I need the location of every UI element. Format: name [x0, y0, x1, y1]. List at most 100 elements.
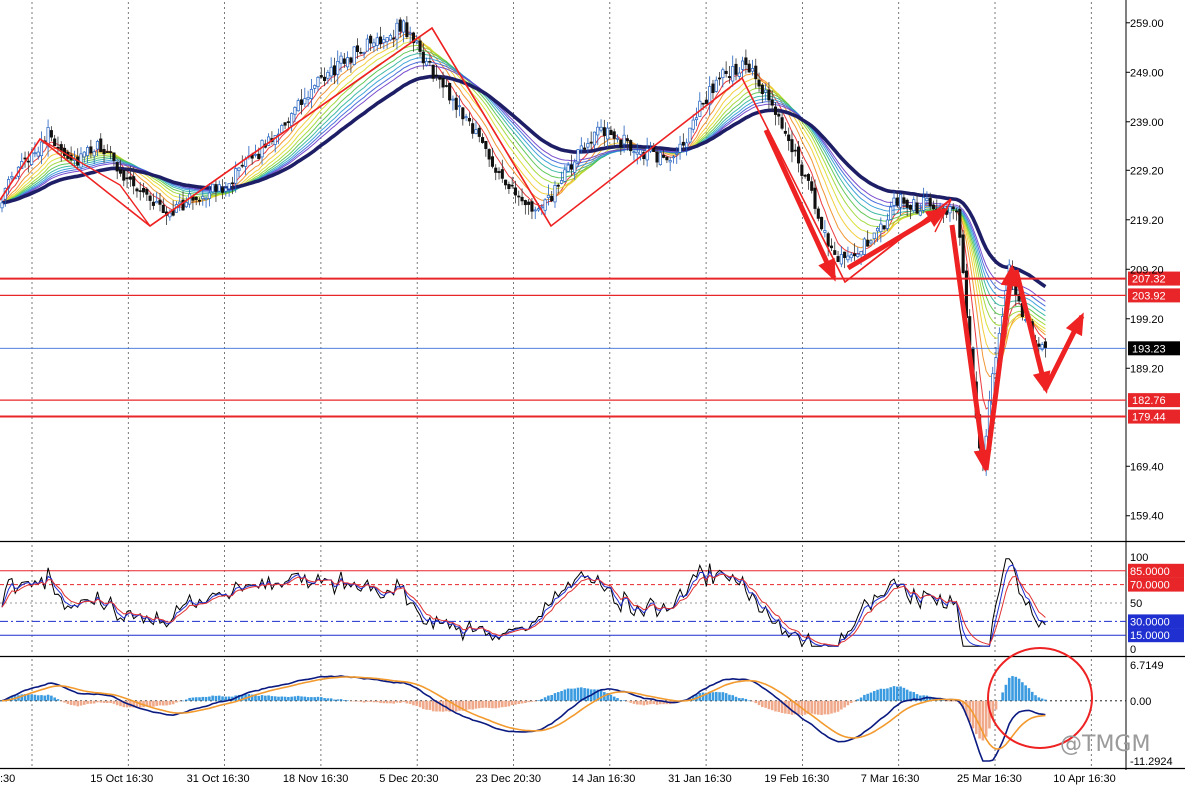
candle-body[interactable] [431, 64, 435, 79]
candle-body[interactable] [734, 63, 738, 75]
candle-body[interactable] [286, 121, 290, 123]
candle-body[interactable] [606, 127, 610, 140]
candle-body[interactable] [510, 184, 514, 187]
candle-body[interactable] [928, 198, 932, 207]
candle-body[interactable] [382, 39, 386, 44]
candle-body[interactable] [296, 100, 300, 112]
candle-body[interactable] [155, 200, 159, 204]
candle-body[interactable] [36, 151, 40, 157]
candle-body[interactable] [220, 187, 225, 193]
candle-body[interactable] [665, 156, 669, 161]
candle-body[interactable] [533, 209, 537, 212]
candle-body[interactable] [105, 151, 109, 153]
candle-body[interactable] [388, 35, 392, 41]
candle-body[interactable] [326, 72, 330, 79]
candle-body[interactable] [691, 119, 695, 130]
candle-body[interactable] [457, 105, 462, 108]
candle-body[interactable] [688, 127, 692, 143]
candle-body[interactable] [184, 202, 188, 208]
candle-body[interactable] [500, 169, 504, 179]
candle-body[interactable] [375, 37, 379, 46]
candle-body[interactable] [810, 181, 814, 191]
candle-body[interactable] [145, 188, 149, 195]
candle-body[interactable] [128, 176, 132, 180]
candle-body[interactable] [402, 20, 406, 33]
candle-body[interactable] [425, 60, 429, 66]
candle-body[interactable] [925, 198, 929, 201]
oscillator-panel[interactable] [0, 558, 1126, 648]
candle-body[interactable] [912, 199, 916, 212]
candle-body[interactable] [839, 254, 843, 265]
candle-body[interactable] [829, 245, 834, 249]
candle-body[interactable] [889, 206, 893, 220]
candle-body[interactable] [787, 134, 791, 142]
candle-body[interactable] [905, 199, 909, 208]
candle-body[interactable] [148, 195, 152, 201]
candle-body[interactable] [714, 79, 718, 92]
candle-body[interactable] [553, 185, 557, 203]
candle-body[interactable] [543, 199, 547, 211]
candle-body[interactable] [662, 154, 666, 158]
candle-body[interactable] [869, 240, 873, 244]
candle-body[interactable] [609, 129, 613, 136]
candle-body[interactable] [931, 204, 936, 210]
candle-body[interactable] [53, 138, 57, 147]
candle-body[interactable] [843, 251, 847, 259]
candle-body[interactable] [596, 126, 600, 136]
candle-body[interactable] [823, 230, 827, 233]
candle-body[interactable] [135, 188, 139, 192]
candle-body[interactable] [629, 140, 633, 152]
candle-body[interactable] [303, 98, 307, 105]
candle-body[interactable] [362, 52, 366, 54]
candle-body[interactable] [826, 233, 830, 247]
candle-body[interactable] [161, 204, 165, 213]
candle-body[interactable] [846, 255, 850, 261]
candle-body[interactable] [217, 184, 221, 192]
candle-body[interactable] [451, 98, 455, 101]
candle-body[interactable] [908, 204, 913, 210]
candle-body[interactable] [444, 85, 448, 87]
candle-body[interactable] [833, 250, 837, 255]
candle-body[interactable] [899, 194, 903, 208]
candle-body[interactable] [280, 125, 284, 133]
candle-body[interactable] [602, 127, 606, 136]
candle-body[interactable] [783, 130, 787, 134]
candle-body[interactable] [95, 141, 100, 150]
candle-body[interactable] [1040, 344, 1044, 350]
candle-body[interactable] [329, 66, 333, 77]
candle-body[interactable] [780, 117, 784, 129]
candle-body[interactable] [718, 77, 722, 80]
candle-body[interactable] [645, 148, 649, 161]
candle-body[interactable] [579, 145, 583, 151]
candle-body[interactable] [958, 208, 962, 238]
candle-body[interactable] [536, 208, 541, 211]
candle-body[interactable] [708, 86, 712, 106]
candle-body[interactable] [487, 149, 491, 160]
candle-body[interactable] [918, 210, 922, 216]
candle-body[interactable] [82, 151, 86, 158]
candle-body[interactable] [872, 232, 876, 239]
candle-body[interactable] [438, 76, 442, 80]
candle-body[interactable] [481, 137, 485, 143]
candle-body[interactable] [355, 45, 360, 53]
candle-body[interactable] [342, 58, 346, 64]
candle-body[interactable] [392, 37, 396, 40]
candle-body[interactable] [118, 169, 123, 174]
candle-body[interactable] [507, 184, 511, 189]
macd-panel[interactable] [0, 675, 1126, 762]
candle-body[interactable] [33, 152, 37, 155]
candle-body[interactable] [293, 107, 297, 115]
candle-body[interactable] [253, 153, 257, 156]
candle-body[interactable] [797, 146, 801, 164]
candle-body[interactable] [632, 151, 636, 154]
candle-body[interactable] [158, 199, 162, 205]
candle-body[interactable] [813, 187, 817, 209]
candle-body[interactable] [770, 99, 774, 106]
candle-body[interactable] [23, 157, 27, 160]
candle-body[interactable] [885, 219, 889, 229]
candle-body[interactable] [619, 139, 623, 148]
candle-body[interactable] [527, 201, 531, 205]
candle-body[interactable] [201, 196, 205, 199]
candle-body[interactable] [727, 76, 731, 78]
candle-body[interactable] [635, 151, 639, 155]
